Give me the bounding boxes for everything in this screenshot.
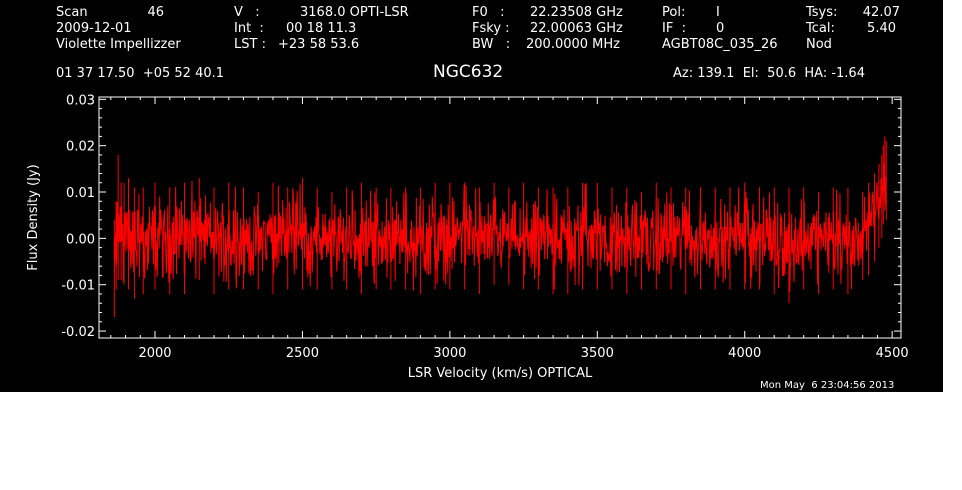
sky-frequency-label: Fsky : bbox=[472, 21, 510, 36]
velocity-value: 3168.0 OPTI-LSR bbox=[300, 5, 409, 20]
switching-mode: Nod bbox=[806, 37, 832, 52]
if-value: 0 bbox=[716, 21, 725, 36]
tcal-label: Tcal: bbox=[806, 21, 835, 36]
plot-panel: Scan 46 2009-12-01 Violette Impellizzer … bbox=[0, 0, 943, 392]
y-tick-label: -0.02 bbox=[61, 325, 95, 340]
source-coordinates: 01 37 17.50 +05 52 40.1 bbox=[56, 66, 225, 81]
scan-value: 46 bbox=[147, 5, 164, 20]
az-el-ha: Az: 139.1 El: 50.6 HA: -1.64 bbox=[673, 66, 865, 81]
tsys-label: Tsys: bbox=[806, 5, 838, 20]
x-tick-label: 2500 bbox=[286, 346, 319, 361]
observation-date: 2009-12-01 bbox=[56, 21, 132, 36]
rest-frequency-value: 22.23508 GHz bbox=[530, 5, 623, 20]
y-tick-label: 0.00 bbox=[66, 232, 95, 247]
spectrum-trace-group bbox=[113, 136, 887, 318]
x-tick-label: 2000 bbox=[138, 346, 171, 361]
y-tick-label: 0.02 bbox=[66, 140, 95, 155]
y-tick-label: -0.01 bbox=[61, 279, 95, 294]
x-tick-label: 4000 bbox=[728, 346, 761, 361]
x-tick-label: 3000 bbox=[433, 346, 466, 361]
x-axis-label: LSR Velocity (km/s) OPTICAL bbox=[408, 366, 593, 381]
rest-frequency-label: F0 : bbox=[472, 5, 505, 20]
plot-frame bbox=[98, 96, 902, 339]
bandwidth-label: BW : bbox=[472, 37, 511, 52]
scan-label: Scan bbox=[56, 5, 88, 20]
plot-timestamp: Mon May 6 23:04:56 2013 bbox=[760, 380, 895, 391]
lst-label: LST : bbox=[234, 37, 266, 52]
project-id: AGBT08C_035_26 bbox=[662, 37, 778, 52]
observer-name: Violette Impellizzer bbox=[56, 37, 181, 52]
velocity-label: V : bbox=[234, 5, 260, 20]
integration-label: Int : bbox=[234, 21, 264, 36]
source-name: NGC632 bbox=[433, 62, 504, 82]
bandwidth-value: 200.0000 MHz bbox=[526, 37, 620, 52]
axes-group: 2000 2500 3000 3500 4000 4500 -0.02 -0.01 0.00 0.… bbox=[61, 93, 908, 361]
tsys-value: 42.07 bbox=[862, 5, 900, 20]
spectrum-line bbox=[113, 136, 887, 318]
polarization-label: Pol: bbox=[662, 5, 686, 20]
if-label: IF : bbox=[662, 21, 686, 36]
sky-frequency-value: 22.00063 GHz bbox=[530, 21, 623, 36]
spectrum-chart: 2000 2500 3000 3500 4000 4500 -0.02 -0.01 0.00 0.… bbox=[26, 93, 909, 381]
integration-value: 00 18 11.3 bbox=[286, 21, 357, 36]
polarization-value: I bbox=[716, 5, 720, 20]
x-tick-label: 3500 bbox=[581, 346, 614, 361]
lst-value: +23 58 53.6 bbox=[278, 37, 360, 52]
x-tick-label: 4500 bbox=[876, 346, 909, 361]
y-tick-label: 0.03 bbox=[66, 93, 95, 108]
y-tick-label: 0.01 bbox=[66, 186, 95, 201]
tcal-value: 5.40 bbox=[867, 21, 896, 36]
y-axis-label: Flux Density (Jy) bbox=[26, 164, 41, 270]
